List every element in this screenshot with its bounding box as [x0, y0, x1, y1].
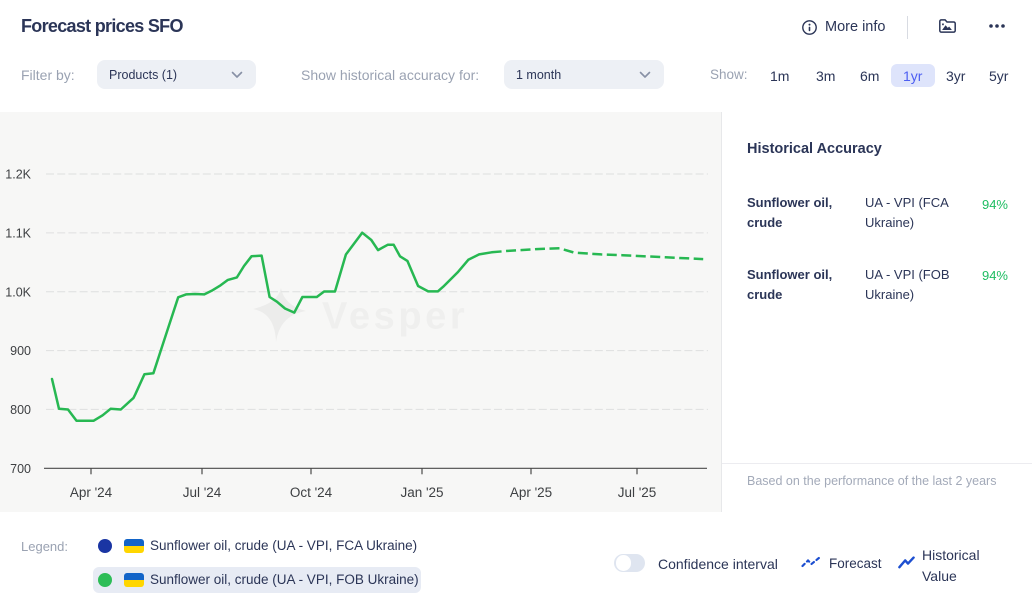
- svg-text:1.1K: 1.1K: [5, 227, 31, 241]
- svg-text:Apr '24: Apr '24: [70, 485, 113, 500]
- svg-text:Jan '25: Jan '25: [400, 485, 443, 500]
- svg-text:900: 900: [10, 344, 31, 358]
- svg-text:1.2K: 1.2K: [5, 168, 31, 182]
- svg-text:Apr '25: Apr '25: [510, 485, 552, 500]
- svg-text:800: 800: [10, 403, 31, 417]
- svg-text:Oct '24: Oct '24: [290, 485, 333, 500]
- svg-text:1.0K: 1.0K: [5, 285, 31, 299]
- svg-text:Jul '24: Jul '24: [183, 485, 222, 500]
- svg-text:Jul '25: Jul '25: [618, 485, 657, 500]
- svg-text:Vesper: Vesper: [322, 296, 468, 338]
- svg-text:700: 700: [10, 462, 31, 476]
